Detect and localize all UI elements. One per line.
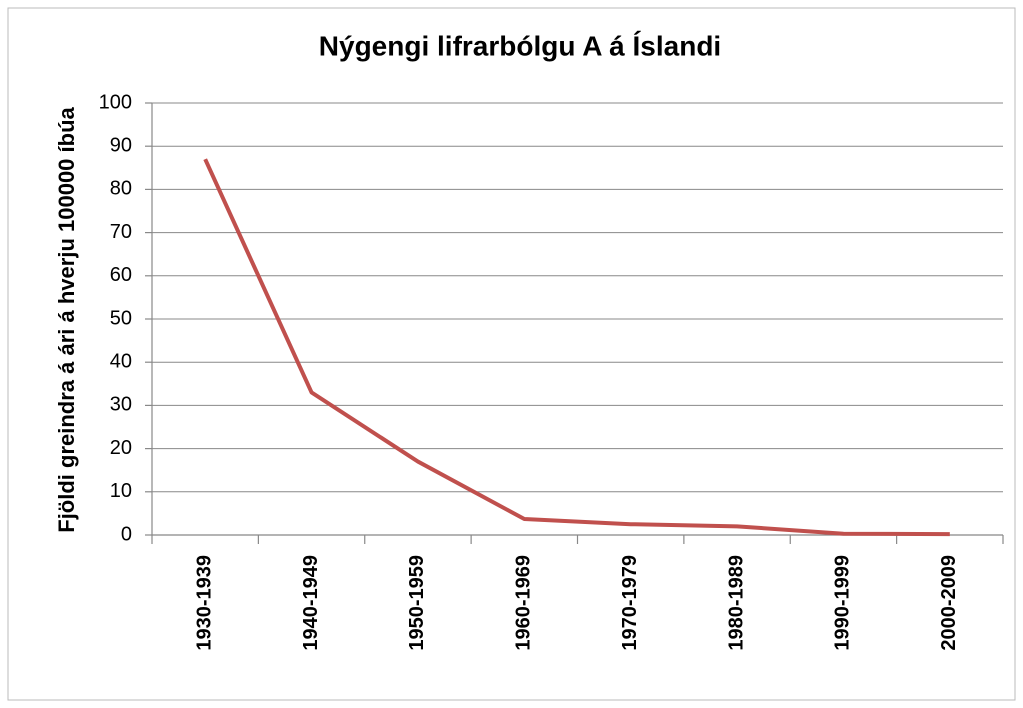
x-tick-label: 1960-1969 [513, 555, 535, 651]
y-tick-label: 20 [110, 437, 132, 459]
x-tick-label: 1930-1939 [193, 555, 215, 651]
y-tick-label: 0 [121, 523, 132, 545]
y-tick-label: 50 [110, 307, 132, 329]
x-tick-label: 1980-1989 [725, 555, 747, 651]
y-tick-label: 90 [110, 134, 132, 156]
y-tick-label: 30 [110, 394, 132, 416]
y-tick-label: 100 [99, 91, 132, 113]
chart-title: Nýgengi lifrarbólgu A á Íslandi [319, 30, 721, 61]
data-line [203, 158, 950, 537]
chart-border [7, 7, 1016, 701]
x-tick-label: 1950-1959 [406, 555, 428, 651]
y-tick-label: 80 [110, 178, 132, 200]
x-tick-label: 2000-2009 [938, 555, 960, 651]
y-tick-label: 70 [110, 221, 132, 243]
x-tick-label: 1990-1999 [832, 555, 854, 651]
y-tick-label: 10 [110, 480, 132, 502]
x-tick-label: 1970-1979 [619, 555, 641, 651]
x-tick-label: 1940-1949 [300, 555, 322, 651]
y-axis-label: Fjöldi greindra á ári á hverju 100000 íb… [54, 106, 79, 532]
y-tick-label: 40 [110, 350, 132, 372]
y-tick-label: 60 [110, 264, 132, 286]
